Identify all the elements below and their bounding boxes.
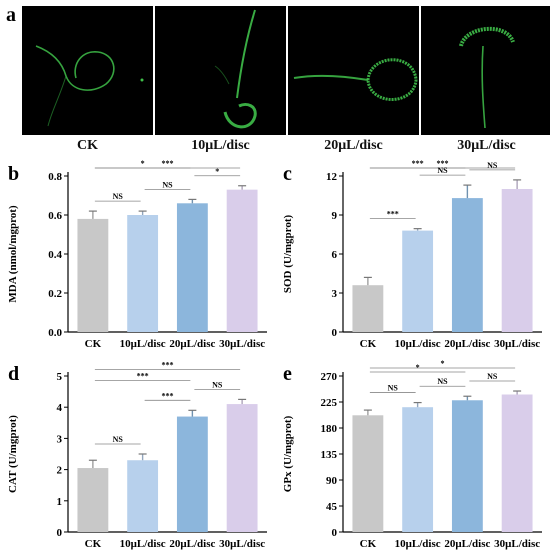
significance-label: NS [437, 166, 448, 175]
chart-c: c SOD (U/mgprot) 0 3 6 9 12 CK 10μL/disc 20μL/dis… [282, 159, 542, 350]
significance-label: *** [162, 360, 174, 369]
significance-label: NS [162, 180, 173, 189]
panel-letter-c: c [283, 163, 292, 185]
y-tick-label: 9 [332, 210, 338, 222]
bar [451, 198, 483, 332]
x-tick-label: 20μL/disc [444, 338, 490, 350]
significance-label: * [416, 363, 420, 372]
y-tick-label: 225 [321, 397, 338, 409]
significance-label: NS [113, 435, 124, 444]
bar [501, 189, 533, 332]
y-tick-label: 0.8 [48, 171, 62, 183]
bar [402, 407, 434, 532]
y-tick-label: 0.2 [48, 288, 62, 300]
y-tick-label: 1 [57, 496, 63, 508]
y-tick-label: 0.0 [48, 327, 62, 339]
x-tick-label: CK [360, 538, 377, 550]
y-axis-label: MDA (nmol/mgprot) [7, 205, 19, 303]
image-label-ck: CK [77, 138, 98, 153]
y-tick-label: 12 [326, 171, 338, 183]
significance-label: *** [437, 159, 449, 168]
y-tick-label: 180 [321, 423, 338, 435]
panel-letter-e: e [283, 363, 292, 385]
significance-label: NS [212, 380, 223, 389]
significance-label: NS [113, 192, 124, 201]
x-tick-label: 30μL/disc [219, 338, 265, 350]
significance-label: * [215, 167, 219, 176]
significance-label: NS [487, 372, 498, 381]
y-tick-label: 0.6 [48, 210, 62, 222]
x-tick-label: 30μL/disc [494, 338, 540, 350]
bar [127, 460, 159, 532]
bar [127, 215, 159, 332]
fluorescence-image-10ul [155, 6, 286, 135]
x-tick-label: 20μL/disc [169, 538, 215, 550]
x-tick-label: 10μL/disc [395, 538, 441, 550]
y-axis-label: CAT (U/mgprot) [7, 415, 19, 493]
y-tick-label: 90 [326, 475, 338, 487]
significance-label: * [441, 359, 445, 368]
chart-d: d CAT (U/mgprot) 0 1 2 3 4 5 CK 10μL/disc 20μL/dis… [7, 360, 267, 550]
y-tick-label: 4 [57, 402, 63, 414]
x-tick-label: 30μL/disc [494, 538, 540, 550]
y-tick-label: 270 [321, 371, 338, 383]
y-tick-label: 0 [332, 327, 338, 339]
panel-letter-a: a [6, 4, 16, 26]
bar [226, 404, 258, 532]
y-tick-label: 0 [332, 527, 338, 539]
significance-label: *** [387, 210, 399, 219]
significance-label: NS [437, 377, 448, 386]
image-label-10ul: 10μL/disc [191, 138, 250, 153]
significance-label: * [141, 159, 145, 168]
bar [402, 230, 434, 332]
panel-letter-b: b [8, 163, 19, 185]
y-axis-label: GPx (U/mgprot) [282, 415, 294, 492]
significance-label: NS [487, 161, 498, 170]
x-tick-label: 20μL/disc [444, 538, 490, 550]
significance-label: *** [162, 391, 174, 400]
x-tick-label: CK [85, 538, 102, 550]
image-label-30ul: 30μL/disc [457, 138, 516, 153]
image-label-20ul: 20μL/disc [324, 138, 383, 153]
x-tick-label: CK [360, 338, 377, 350]
chart-b: b MDA (nmol/mgprot) 0.0 0.2 0.4 0.6 0.8 CK 10μL/… [7, 159, 267, 350]
x-tick-label: CK [85, 338, 102, 350]
y-tick-label: 3 [57, 433, 63, 445]
significance-label: *** [162, 159, 174, 168]
y-tick-label: 0.4 [48, 249, 62, 261]
fluorescence-image-20ul [288, 6, 419, 135]
bar [176, 416, 208, 532]
x-tick-label: 10μL/disc [120, 338, 166, 350]
bar [226, 189, 258, 332]
y-tick-label: 45 [326, 501, 338, 513]
chart-e: e GPx (U/mgprot) 0 45 90 135 180 225 270 CK 10μL/d… [282, 359, 542, 550]
y-tick-label: 2 [57, 465, 63, 477]
bar [451, 400, 483, 532]
bar [352, 415, 384, 532]
y-tick-label: 0 [57, 527, 63, 539]
x-tick-label: 30μL/disc [219, 538, 265, 550]
significance-label: NS [388, 384, 399, 393]
bar [352, 285, 384, 332]
bar [77, 218, 109, 332]
significance-label: *** [412, 159, 424, 168]
y-tick-label: 5 [57, 371, 63, 383]
y-tick-label: 3 [332, 288, 338, 300]
fluorescence-image-ck [22, 6, 153, 135]
y-axis-label: SOD (U/mgprot) [282, 215, 294, 294]
panel-letter-d: d [8, 363, 19, 385]
x-tick-label: 20μL/disc [169, 338, 215, 350]
bar [501, 394, 533, 532]
fluorescence-image-30ul [421, 6, 550, 135]
x-tick-label: 10μL/disc [120, 538, 166, 550]
significance-label: *** [137, 371, 149, 380]
x-tick-label: 10μL/disc [395, 338, 441, 350]
y-tick-label: 6 [332, 249, 338, 261]
bar [176, 203, 208, 332]
y-tick-label: 135 [321, 449, 338, 461]
bar [77, 468, 109, 532]
